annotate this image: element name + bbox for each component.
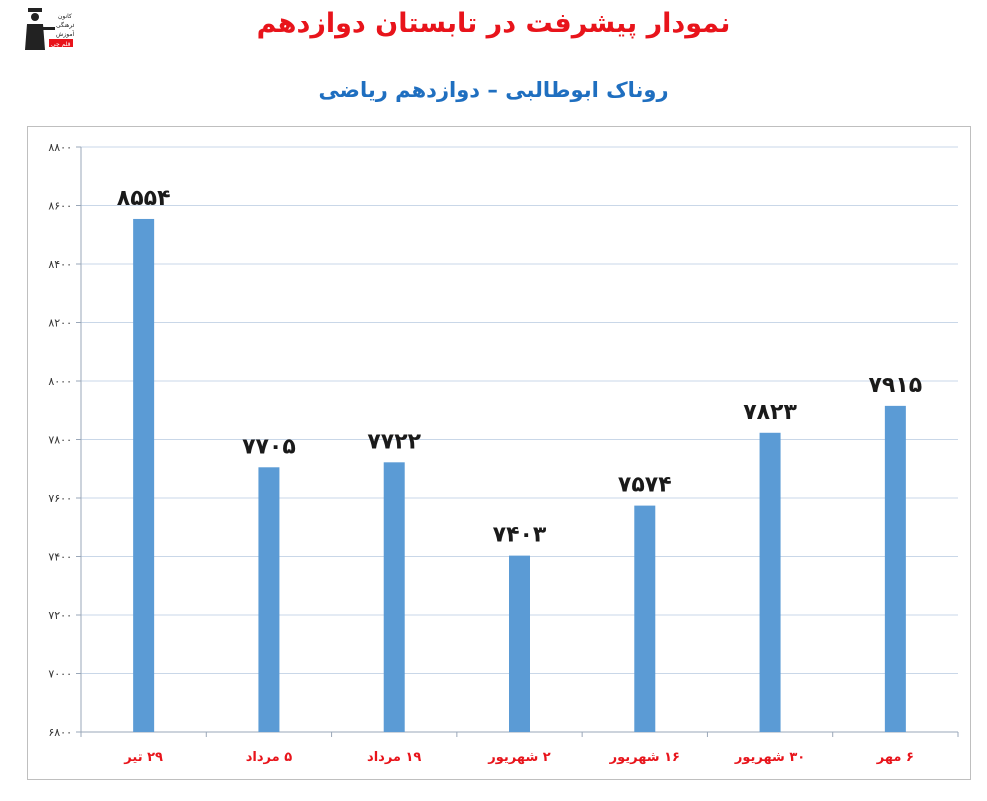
chart-subtitle: روناک ابوطالبی – دوازدهم ریاضی	[318, 78, 669, 102]
xtick-label-5: ۱۶ شهریور	[609, 750, 680, 765]
bar-2	[258, 467, 280, 732]
bar-1	[133, 218, 155, 732]
data-label-6: ۷۸۲۳	[743, 400, 797, 425]
ytick-label: ۷۶۰۰	[48, 492, 72, 505]
data-label-1: ۸۵۵۴	[117, 186, 171, 211]
data-label-3: ۷۷۲۲	[367, 429, 421, 454]
xtick-label-6: ۳۰ شهریور	[734, 750, 805, 765]
bar-6	[759, 432, 781, 732]
ytick-label: ۷۴۰۰	[48, 551, 72, 564]
xtick-label-7: ۶ مهر	[876, 750, 914, 765]
ytick-label: ۸۴۰۰	[48, 258, 72, 271]
data-label-5: ۷۵۷۴	[618, 473, 672, 498]
data-label-4: ۷۴۰۳	[493, 523, 547, 548]
bar-5	[634, 505, 656, 732]
ytick-label: ۸۰۰۰	[48, 375, 72, 388]
xtick-label-4: ۲ شهریور	[487, 750, 551, 765]
ytick-label: ۷۸۰۰	[48, 434, 72, 447]
data-label-7: ۷۹۱۵	[868, 373, 922, 398]
bar-3	[383, 462, 405, 732]
ytick-label: ۸۲۰۰	[48, 317, 72, 330]
data-label-2: ۷۷۰۵	[242, 434, 296, 459]
logo-text-3: آموزش	[56, 29, 74, 38]
ytick-label: ۶۸۰۰	[48, 726, 72, 739]
bar-7	[884, 405, 906, 732]
ytick-label: ۷۲۰۰	[48, 609, 72, 622]
bar-4	[509, 555, 530, 732]
ytick-label: ۸۶۰۰	[48, 200, 72, 213]
logo-graduate-icon: کانون فرهنگی آموزش قلم چی	[25, 8, 76, 50]
chart-title: نمودار پیشرفت در تابستان دوازدهم	[256, 8, 731, 39]
logo-text-1: کانون	[58, 13, 72, 20]
xtick-label-1: ۲۹ تیر	[123, 750, 163, 765]
logo-text-2: فرهنگی	[56, 21, 74, 29]
chart-frame	[27, 126, 971, 780]
xtick-label-3: ۱۹ مرداد	[367, 750, 421, 765]
ytick-label: ۸۸۰۰	[48, 141, 72, 154]
xtick-label-2: ۵ مرداد	[246, 750, 292, 765]
logo: کانون فرهنگی آموزش قلم چی	[22, 6, 76, 58]
ytick-label: ۷۰۰۰	[48, 668, 72, 681]
logo-badge: قلم چی	[51, 41, 71, 48]
